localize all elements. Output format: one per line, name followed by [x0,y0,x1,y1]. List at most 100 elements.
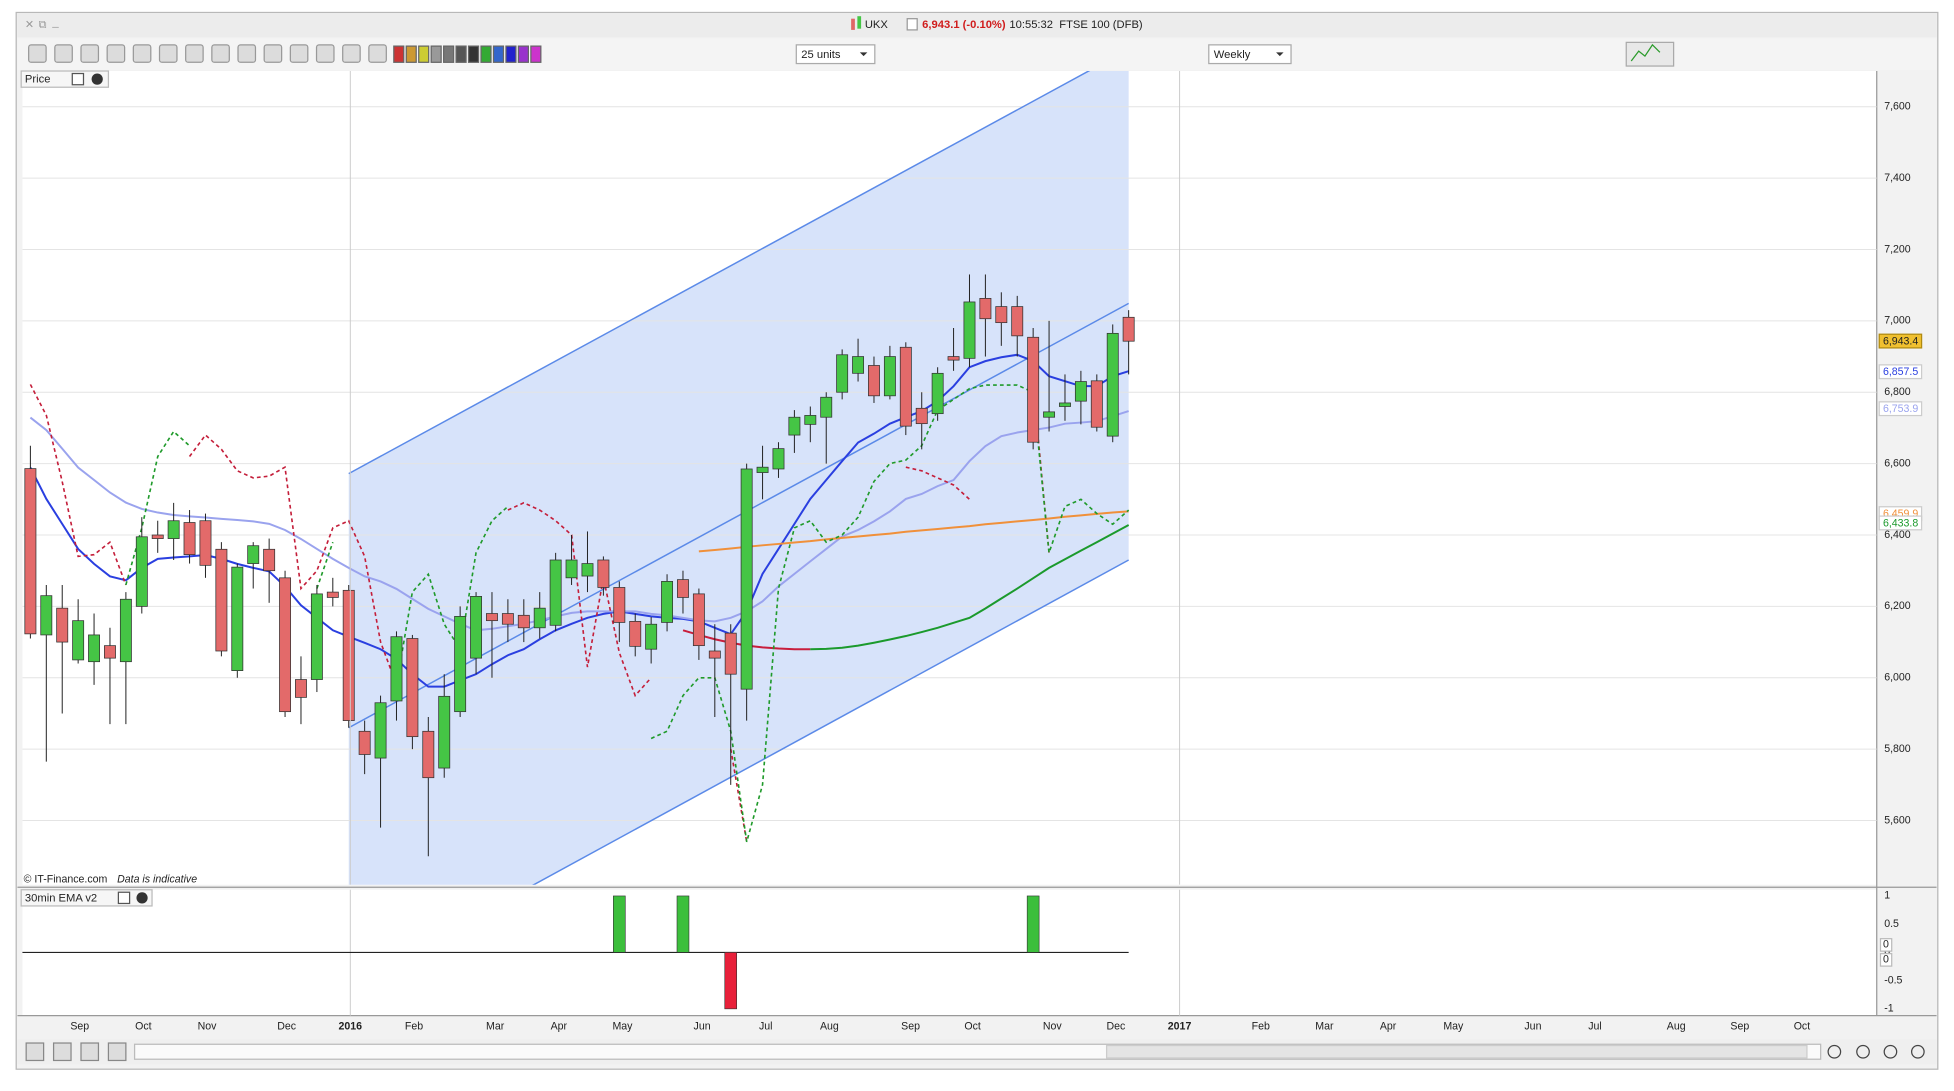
footer-button[interactable] [107,1042,127,1062]
color-swatch[interactable] [443,45,455,63]
color-swatch[interactable] [467,45,480,63]
symbol-icon [857,16,862,29]
candle-body [931,372,944,415]
tool-button[interactable] [237,44,257,63]
color-swatch[interactable] [517,45,530,63]
signal-bar [613,895,626,953]
candle-body [947,356,960,361]
candle-body [104,645,116,659]
candle-body [501,613,514,625]
tool-button[interactable] [185,44,204,63]
footer-button[interactable] [52,1042,72,1062]
panel-window-icon[interactable] [71,72,85,86]
x-tick-label: Dec [277,1021,297,1033]
candle-body [215,548,228,652]
toolbar [17,38,1937,70]
chart-type-icon [1630,43,1661,62]
candle-body [1043,411,1056,418]
x-tick-label: May [613,1021,634,1033]
dropdown-arrow [859,52,868,57]
candle-body [183,522,196,556]
chart-type-button[interactable] [1625,41,1675,67]
y-tick-label: 7,200 [1884,243,1911,255]
price-tag-label: 6,943.4 [1883,335,1918,347]
tool-button[interactable] [315,44,335,63]
color-swatch[interactable] [480,45,492,63]
price-tag-label: 6,459.9 [1883,508,1918,520]
color-swatch[interactable] [393,45,405,63]
candle-body [915,407,928,425]
candle-body [995,306,1008,324]
tool-button[interactable] [54,44,73,63]
x-tick-label: Jul [759,1021,773,1033]
tool-button[interactable] [106,44,126,63]
x-tick-label: Aug [820,1021,839,1033]
clock: 10:55:32 [1009,19,1053,31]
signal-bar [1026,895,1040,953]
color-swatch[interactable] [405,45,417,63]
y-tick-label: -1 [1884,1003,1894,1015]
interval-dropdown[interactable] [1208,44,1292,65]
zoom-button[interactable] [1856,1044,1870,1059]
tool-button[interactable] [342,44,361,63]
panel-close-icon[interactable] [136,892,148,904]
price-tag [1878,515,1923,531]
color-swatch[interactable] [530,45,542,63]
candle-body [1027,336,1040,443]
y-tick-label: 6,000 [1884,672,1911,684]
indicator-line [125,384,1130,843]
candle-body [24,468,37,635]
candle-body [72,620,85,661]
indicator-line [29,384,1050,843]
value-tag [1879,938,1893,952]
plot-area [22,71,1877,885]
footer-button[interactable] [80,1042,100,1062]
tool-button[interactable] [80,44,100,63]
footer-button[interactable] [25,1042,45,1062]
units-dropdown[interactable] [795,44,876,65]
price-tag-label: 6,753.9 [1883,403,1918,415]
color-swatch[interactable] [455,45,467,63]
candle-body [263,548,276,572]
zoom-button[interactable] [1883,1044,1898,1059]
candle-body [151,534,164,539]
color-swatch[interactable] [430,45,442,63]
value-tag-label: 0 [1883,939,1889,951]
candle-body [581,563,594,577]
y-tick-label: 6,600 [1884,457,1911,469]
candle-body [56,607,69,643]
y-tick-label: 6,400 [1884,529,1911,541]
tool-button[interactable] [289,44,309,63]
color-swatch[interactable] [492,45,505,63]
toolbar-buttons [28,44,542,63]
candle-body [167,520,180,539]
tool-button[interactable] [28,44,47,63]
candle-body [565,559,578,579]
x-tick-label: Jun [694,1021,711,1033]
scroll-thumb[interactable] [1105,1044,1808,1059]
minimize-icon[interactable]: _ [51,16,59,28]
color-swatch[interactable] [505,45,517,63]
panel-window-icon[interactable] [117,891,131,905]
color-swatch[interactable] [418,45,430,63]
x-tick-label: Nov [1043,1021,1063,1033]
candle-body [1090,380,1103,428]
candle-body [1059,402,1071,407]
panel-close-icon[interactable] [91,73,103,85]
y-tick-label: 0.5 [1884,918,1899,930]
restore-icon[interactable]: ⧉ [39,19,47,31]
zoom-button[interactable] [1827,1044,1842,1059]
tool-button[interactable] [368,44,387,63]
info-icon[interactable] [906,18,918,31]
value-tag-label: 0 [1883,954,1889,966]
close-icon[interactable]: ✕ [25,19,34,31]
candle-body [788,416,801,436]
tool-button[interactable] [132,44,152,63]
tool-button[interactable] [211,44,230,63]
tool-button[interactable] [263,44,283,63]
x-tick-label: Oct [135,1021,152,1033]
zoom-button[interactable] [1911,1044,1925,1059]
tool-button[interactable] [158,44,178,63]
candle-body [836,354,849,393]
